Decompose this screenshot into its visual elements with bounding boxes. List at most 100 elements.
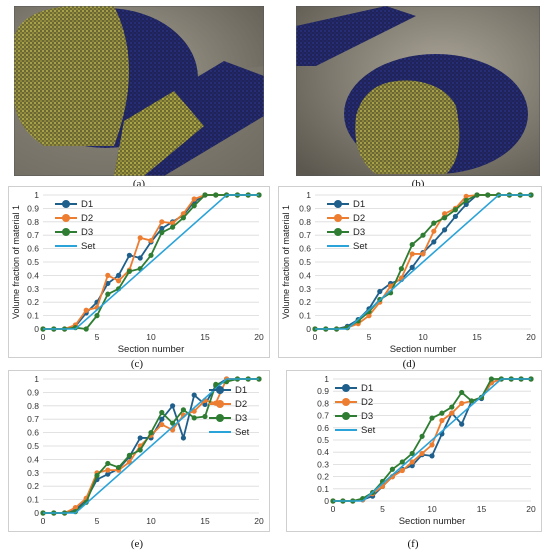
x-tick-label: 10 <box>146 332 156 342</box>
data-point-d3 <box>431 220 437 226</box>
y-tick-label: 0.5 <box>317 435 329 445</box>
chart-legend: D1 D2 D3 Set <box>335 381 375 437</box>
data-point-d3 <box>170 224 176 230</box>
legend-label: Set <box>353 240 368 252</box>
y-tick-label: 0.5 <box>27 257 39 267</box>
data-point-d2 <box>449 410 455 416</box>
legend-swatch <box>209 385 231 395</box>
x-tick-label: 20 <box>254 516 264 526</box>
caption-c: (c) <box>130 358 144 370</box>
x-axis-label: Section number <box>399 516 466 527</box>
legend-swatch <box>209 399 231 409</box>
data-point-d1 <box>459 421 465 427</box>
data-point-d3 <box>474 192 480 198</box>
y-tick-label: 0.8 <box>27 401 39 411</box>
x-tick-label: 15 <box>477 504 487 514</box>
data-point-d2 <box>105 467 111 473</box>
chart-svg-3: 00.10.20.30.40.50.60.70.80.910 5 10 15 20Sec… <box>317 374 536 527</box>
y-tick-label: 1 <box>34 374 39 384</box>
x-tick-label: 0 <box>41 516 46 526</box>
legend-label: D3 <box>361 410 374 422</box>
data-point-d2 <box>191 196 197 202</box>
legend-swatch <box>327 199 349 209</box>
data-point-d2 <box>463 193 469 199</box>
legend-item: D2 <box>55 211 95 225</box>
legend-swatch <box>327 227 349 237</box>
data-point-d1 <box>126 252 132 258</box>
x-tick-label: 5 <box>367 332 372 342</box>
x-tick-label: 15 <box>200 516 210 526</box>
x-tick-label: 0 <box>313 332 318 342</box>
x-tick-label: 5 <box>380 504 385 514</box>
y-tick-label: 0.1 <box>27 495 39 505</box>
legend-item: D3 <box>209 411 249 425</box>
data-point-d2 <box>170 220 176 226</box>
data-point-d1 <box>137 255 143 261</box>
data-point-d3 <box>429 415 435 421</box>
render-b-svg <box>296 6 540 176</box>
data-point-d3 <box>148 430 154 436</box>
data-point-d2 <box>366 313 372 319</box>
data-point-d2 <box>72 505 78 511</box>
render-a-svg <box>14 6 264 176</box>
legend-item: D1 <box>327 197 367 211</box>
caption-d: (d) <box>402 358 416 370</box>
data-point-d2 <box>159 219 165 225</box>
simulation-render-b <box>296 6 540 176</box>
data-point-d1 <box>159 225 165 232</box>
y-tick-label: 0.7 <box>299 230 311 240</box>
simulation-render-a <box>14 6 264 176</box>
chart-panel-d: 0 0.1 0.2 0.3 0.4 0.5 0.6 0.7 0.8 0.9 1 0 5 10 15 20 Sec… <box>278 186 542 358</box>
chart-panel-f: 0 0.1 0.2 0.3 0.4 0.5 0.6 0.7 0.8 0.9 1 0 5 10 15 20 Sec… <box>286 370 542 532</box>
legend-swatch <box>335 425 357 435</box>
y-tick-label: 0.8 <box>299 217 311 227</box>
chart-legend: D1 D2 D3 Set <box>327 197 367 253</box>
data-point-d1 <box>431 239 437 245</box>
data-point-d1 <box>159 416 165 422</box>
data-point-d2 <box>420 251 426 257</box>
data-point-d3 <box>449 404 455 410</box>
caption-f: (f) <box>407 538 419 550</box>
legend-swatch <box>55 227 77 237</box>
data-point-d3 <box>452 207 458 213</box>
data-point-d3 <box>419 433 425 439</box>
y-tick-label: 0.2 <box>317 472 329 482</box>
caption-e: (e) <box>130 538 144 550</box>
data-point-d1 <box>170 403 176 409</box>
data-point-d3 <box>202 413 208 420</box>
data-point-d3 <box>191 203 197 209</box>
data-point-d2 <box>159 421 165 428</box>
data-point-d3 <box>389 466 395 472</box>
data-point-d3 <box>116 464 122 471</box>
data-point-d1 <box>137 435 143 441</box>
data-point-d3 <box>180 215 186 221</box>
legend-item: Set <box>335 423 375 437</box>
series-line-set <box>43 194 259 330</box>
series-line-set <box>315 194 531 330</box>
legend-item: D1 <box>335 381 375 395</box>
legend-label: D2 <box>361 396 374 408</box>
data-point-d2 <box>137 235 143 241</box>
legend-swatch <box>55 241 77 251</box>
y-tick-label: 0.3 <box>27 284 39 294</box>
y-tick-label: 0.3 <box>27 468 39 478</box>
data-point-d3 <box>463 197 469 203</box>
legend-item: D2 <box>327 211 367 225</box>
y-tick-label: 0.4 <box>27 454 39 464</box>
legend-swatch <box>55 213 77 223</box>
legend-label: D2 <box>81 212 94 224</box>
y-tick-label: 0.7 <box>27 414 39 424</box>
data-point-d3 <box>213 192 219 198</box>
y-tick-label: 0.9 <box>299 203 311 213</box>
y-tick-label: 1 <box>324 374 329 384</box>
data-point-d1 <box>105 280 111 287</box>
data-point-d1 <box>191 392 197 398</box>
data-point-d3 <box>159 229 165 236</box>
legend-label: D1 <box>361 382 374 394</box>
data-point-d3 <box>137 447 143 453</box>
legend-item: D1 <box>209 383 249 397</box>
y-tick-label: 0.7 <box>317 411 329 421</box>
legend-item: Set <box>209 425 249 439</box>
legend-item: D2 <box>335 395 375 409</box>
data-point-d3 <box>159 409 165 416</box>
